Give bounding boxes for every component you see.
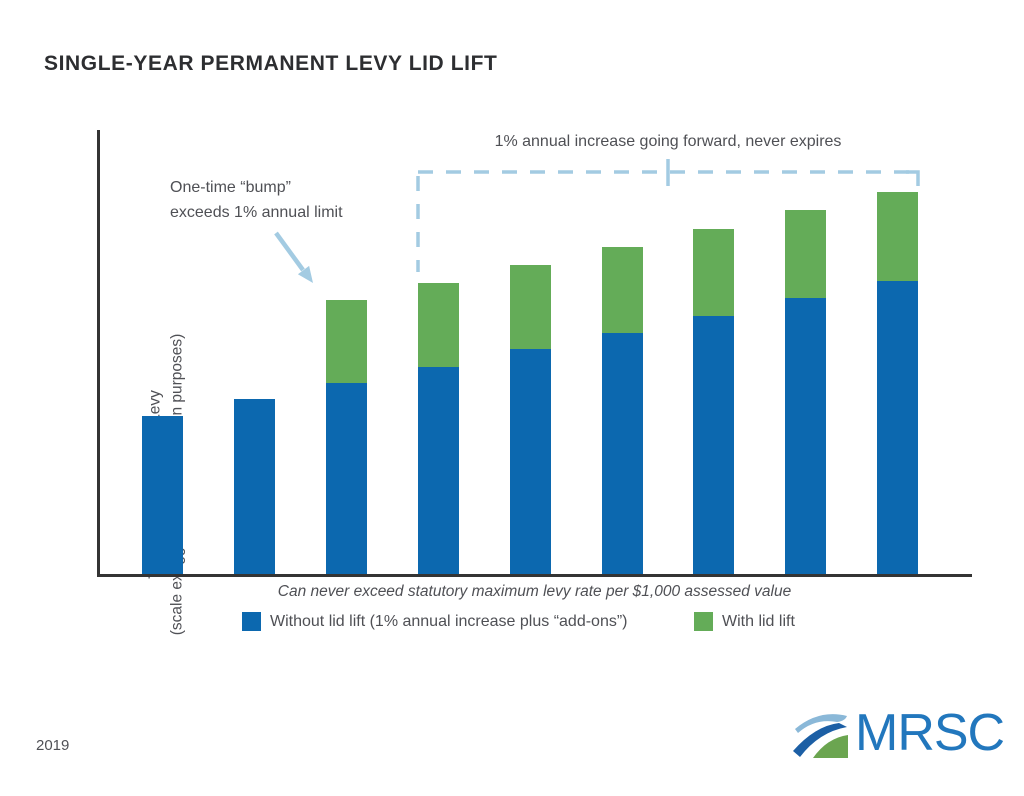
x-axis-line (97, 574, 972, 577)
mrsc-logo-icon (793, 714, 848, 758)
bracket-dashed-line (416, 159, 920, 272)
bracket-annotation: 1% annual increase going forward, never … (494, 133, 842, 150)
bar-blue-segment (326, 383, 367, 574)
bar-blue-segment (693, 316, 734, 574)
bar-blue-segment (510, 349, 551, 574)
bump-arrow-icon (274, 231, 313, 283)
page-title: SINGLE-YEAR PERMANENT LEVY LID LIFT (44, 52, 498, 75)
annotation-overlay (274, 159, 920, 283)
bar-green-segment (693, 229, 734, 316)
bar-blue-segment (142, 416, 183, 574)
bar-green-segment (602, 247, 643, 333)
bar-blue-segment (418, 367, 459, 574)
bar-green-segment (877, 192, 918, 281)
bar-blue-segment (785, 298, 826, 574)
bump-annotation-line1: One-time “bump” (170, 179, 291, 196)
legend-swatch-green (694, 612, 713, 631)
bar-blue-segment (877, 281, 918, 574)
bar-green-segment (418, 283, 459, 367)
bump-annotation-line2: exceeds 1% annual limit (170, 203, 343, 221)
bar-blue-segment (602, 333, 643, 574)
bar-series (97, 130, 972, 574)
chart-plot-area: Total Dollar Amount of Levy (scale exagg… (97, 130, 972, 635)
chart-legend: Without lid lift (1% annual increase plu… (0, 612, 1024, 638)
mrsc-logo-text: MRSC (855, 704, 1005, 762)
year-label: 2019 (36, 737, 70, 754)
x-axis-caption: Can never exceed statutory maximum levy … (277, 583, 792, 600)
legend-item-with-lid-lift: With lid lift (694, 612, 795, 631)
legend-label: Without lid lift (1% annual increase plu… (270, 612, 628, 630)
legend-label: With lid lift (722, 612, 795, 630)
bar-green-segment (510, 265, 551, 349)
legend-swatch-blue (242, 612, 261, 631)
bump-annotation: One-time “bump” exceeds 1% annual limit (170, 176, 343, 226)
legend-item-without-lid-lift: Without lid lift (1% annual increase plu… (242, 612, 628, 631)
bar-blue-segment (234, 399, 275, 574)
mrsc-logo: MRSC (793, 704, 1005, 762)
bar-green-segment (785, 210, 826, 298)
y-axis-line (97, 130, 100, 577)
bar-green-segment (326, 300, 367, 383)
